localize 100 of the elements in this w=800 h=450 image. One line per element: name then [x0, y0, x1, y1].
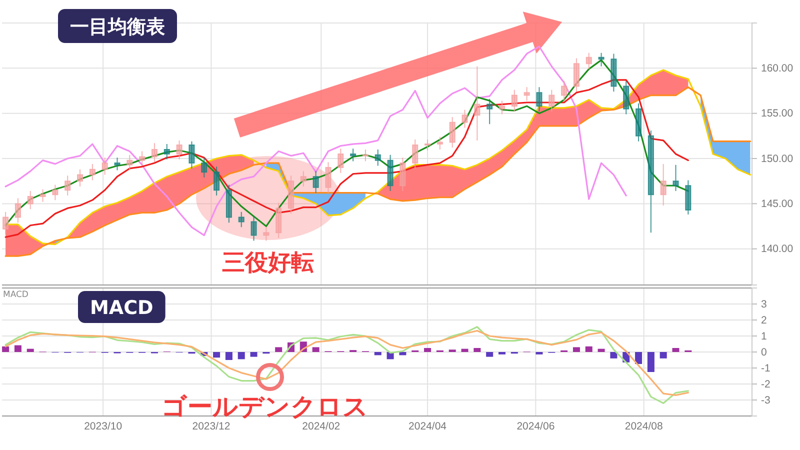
- x-tick-label: 2024/08: [624, 420, 663, 432]
- candlestick: [64, 175, 71, 196]
- candlestick: [685, 180, 692, 216]
- line-series: [4, 79, 689, 238]
- candlestick: [449, 116, 456, 148]
- line-series: [4, 46, 627, 236]
- candlestick: [362, 148, 368, 162]
- candlestick: [623, 80, 630, 115]
- candlestick: [102, 157, 108, 176]
- candlestick: [40, 188, 46, 202]
- candlestick: [660, 163, 666, 206]
- candlestick: [636, 102, 642, 142]
- candlestick: [14, 198, 21, 224]
- bar: [585, 346, 592, 352]
- bar: [474, 348, 481, 352]
- candlestick: [412, 139, 418, 169]
- bar: [424, 348, 432, 352]
- y-tick-label: 3: [761, 298, 767, 310]
- bar: [2, 346, 10, 352]
- candlestick: [548, 89, 555, 112]
- annotation: ゴールデンクロス: [162, 392, 368, 421]
- candlestick: [511, 89, 518, 112]
- y-tick-label: 150.00: [761, 152, 794, 165]
- y-tick-label: 140.00: [761, 243, 794, 256]
- bar: [312, 347, 320, 352]
- bar: [250, 352, 258, 357]
- bar: [660, 352, 667, 358]
- candlestick: [536, 86, 542, 112]
- candlestick: [263, 226, 270, 242]
- candlestick: [672, 164, 679, 192]
- bar: [275, 347, 282, 352]
- annotation: 三役好転: [222, 250, 314, 276]
- bar: [225, 352, 232, 360]
- bar: [238, 352, 245, 360]
- candlestick: [387, 154, 394, 192]
- candlestick: [436, 136, 443, 150]
- bar: [374, 352, 382, 356]
- bar: [635, 352, 642, 364]
- x-tick-label: 2023/12: [192, 420, 230, 432]
- bar: [647, 352, 654, 372]
- candlestick: [77, 168, 84, 188]
- y-tick-label: -1: [761, 362, 770, 374]
- candlestick: [126, 154, 133, 171]
- candlestick: [300, 170, 306, 188]
- bar: [14, 345, 22, 352]
- x-tick-label: 2024/06: [516, 420, 555, 432]
- candlestick: [238, 211, 244, 228]
- bar: [213, 352, 220, 358]
- candlestick: [610, 53, 617, 92]
- candlestick: [424, 139, 431, 151]
- y-tick-label: 0: [761, 346, 767, 358]
- bar: [486, 352, 494, 357]
- candlestick: [561, 80, 568, 102]
- candlestick: [462, 109, 468, 128]
- bar: [26, 348, 34, 352]
- candlestick: [350, 148, 356, 162]
- bar: [598, 348, 605, 352]
- candlestick: [325, 162, 332, 194]
- x-tick-label: 2024/04: [408, 420, 447, 432]
- candlestick: [188, 140, 195, 169]
- x-tick-label: 2024/02: [302, 420, 340, 432]
- candlestick: [573, 58, 580, 92]
- bar: [610, 352, 618, 358]
- bar: [672, 348, 680, 352]
- y-tick-label: 2: [761, 314, 767, 326]
- candlestick: [226, 184, 232, 224]
- y-tick-label: 160.00: [761, 62, 794, 75]
- candlestick: [586, 52, 592, 70]
- x-tick-label: 2023/10: [84, 420, 122, 432]
- candlestick: [2, 211, 9, 235]
- candlestick: [250, 216, 257, 242]
- chart-subtitle: MACD: [3, 290, 29, 300]
- y-tick-label: -2: [761, 378, 770, 390]
- candlestick: [400, 157, 406, 192]
- chart-title: 一目均衡表: [70, 16, 166, 38]
- bar: [461, 348, 468, 352]
- candlestick: [474, 66, 480, 141]
- y-tick-label: 145.00: [761, 198, 794, 210]
- candlestick: [52, 184, 58, 201]
- candlestick: [114, 157, 120, 171]
- candlestick: [499, 100, 505, 115]
- candlestick: [164, 144, 170, 160]
- candlestick: [27, 190, 34, 210]
- candlestick: [288, 175, 294, 214]
- candlestick: [338, 148, 344, 174]
- candlestick: [89, 163, 96, 181]
- candlestick: [201, 157, 208, 178]
- candlestick: [151, 142, 158, 163]
- candlestick: [598, 52, 604, 67]
- candlestick: [276, 202, 282, 239]
- bar: [572, 347, 580, 352]
- text: MACD: [90, 296, 154, 319]
- candlestick: [648, 130, 654, 234]
- candlestick: [374, 148, 381, 166]
- y-tick-label: 1: [761, 330, 767, 342]
- y-tick-label: -3: [761, 394, 770, 406]
- candlestick: [486, 98, 493, 125]
- y-tick-label: 155.00: [761, 108, 794, 120]
- candlestick: [524, 86, 530, 102]
- candlestick: [312, 170, 319, 194]
